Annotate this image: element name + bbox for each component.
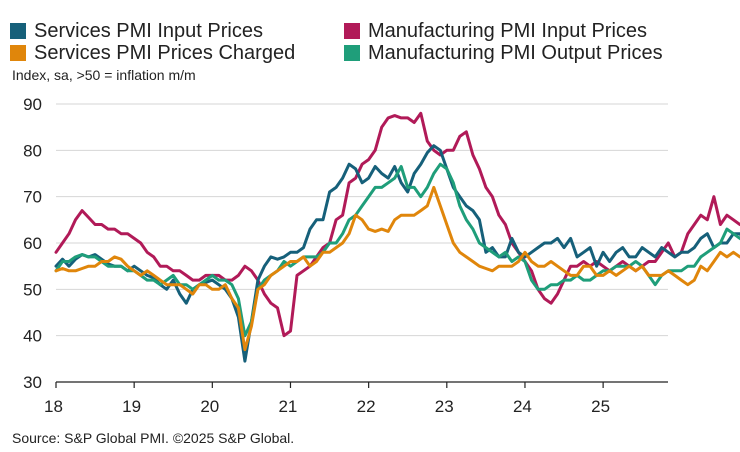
x-tick-label-21: 21 [278, 397, 297, 416]
chart-legend: Services PMI Input Prices Services PMI P… [10, 18, 730, 64]
x-axis-ticks: 18 19 20 21 22 23 24 25 [44, 382, 610, 416]
legend-swatch-manufacturing-output [344, 45, 360, 61]
legend-item-services-charged: Services PMI Prices Charged [10, 42, 295, 64]
legend-swatch-services-charged [10, 45, 26, 61]
x-tick-label-20: 20 [200, 397, 219, 416]
legend-item-services-input: Services PMI Input Prices [10, 20, 263, 42]
grid-lines [56, 103, 668, 337]
y-tick-label-80: 80 [23, 141, 42, 160]
y-tick-label-30: 30 [23, 373, 42, 392]
chart-subtitle: Index, sa, >50 = inflation m/m [12, 67, 196, 83]
legend-label-services-charged: Services PMI Prices Charged [34, 42, 296, 64]
y-tick-label-60: 60 [23, 234, 42, 253]
legend-swatch-manufacturing-input [344, 23, 360, 39]
y-tick-label-70: 70 [23, 188, 42, 207]
series-line-services-pmi-prices-charged [54, 185, 740, 352]
x-tick-label-18: 18 [44, 397, 63, 416]
series-line-manufacturing-pmi-output-prices [54, 162, 740, 338]
x-tick-label-22: 22 [357, 397, 376, 416]
series-lines [54, 111, 740, 363]
source-note: Source: S&P Global PMI. ©2025 S&P Global… [12, 430, 295, 446]
legend-label-services-input: Services PMI Input Prices [34, 20, 263, 42]
x-tick-label-25: 25 [591, 397, 610, 416]
legend-item-manufacturing-input: Manufacturing PMI Input Prices [344, 20, 647, 42]
series-line-services-pmi-input-prices [54, 144, 740, 363]
legend-label-manufacturing-output: Manufacturing PMI Output Prices [368, 42, 663, 64]
y-tick-label-90: 90 [23, 95, 42, 114]
y-tick-label-50: 50 [23, 280, 42, 299]
x-tick-label-23: 23 [435, 397, 454, 416]
legend-item-manufacturing-output: Manufacturing PMI Output Prices [344, 42, 663, 64]
x-tick-label-19: 19 [122, 397, 141, 416]
legend-swatch-services-input [10, 23, 26, 39]
series-line-manufacturing-pmi-input-prices [54, 111, 740, 338]
legend-label-manufacturing-input: Manufacturing PMI Input Prices [368, 20, 648, 42]
y-tick-label-40: 40 [23, 327, 42, 346]
y-axis-ticks: 30 40 50 60 70 80 90 [23, 95, 42, 392]
x-tick-label-24: 24 [513, 397, 532, 416]
